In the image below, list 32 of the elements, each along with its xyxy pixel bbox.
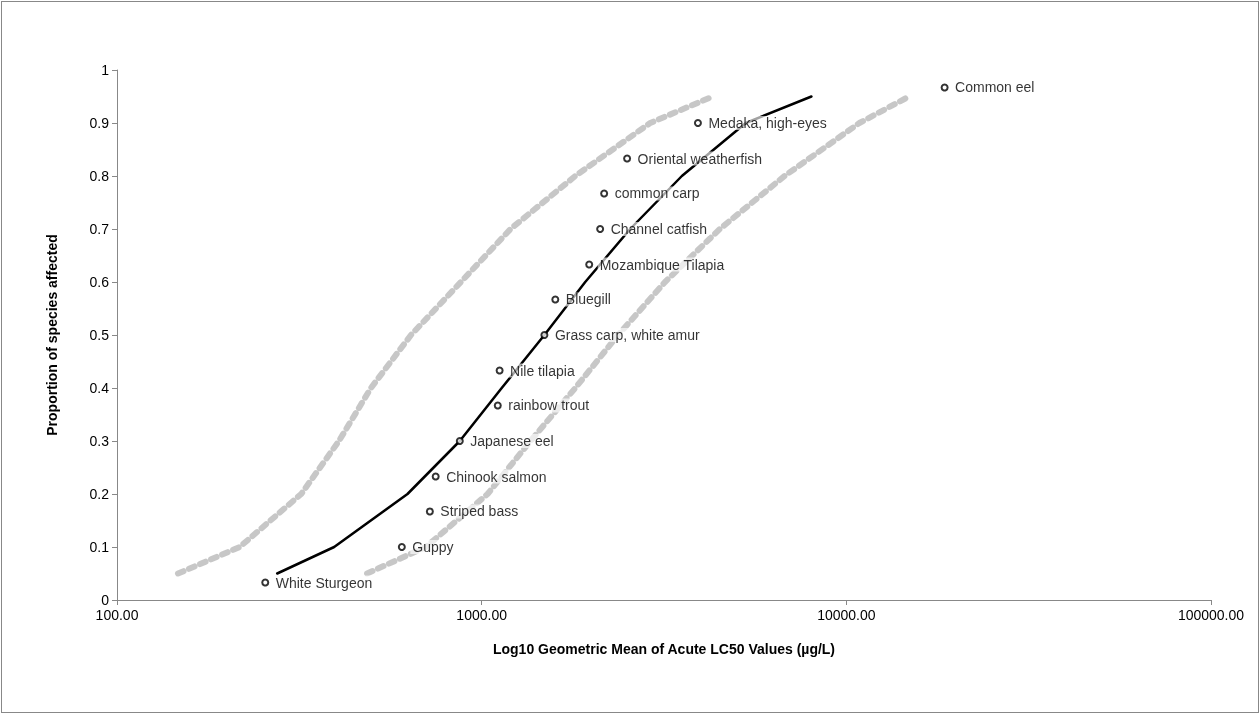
y-tick-label: 0.8 — [89, 168, 110, 184]
y-axis-title: Proportion of species affected — [44, 234, 60, 436]
annotation: White Sturgeon — [275, 574, 373, 591]
annotation: Nile tilapia — [510, 362, 575, 379]
annotation: rainbow trout — [508, 397, 590, 414]
annotation: Common eel — [955, 79, 1035, 96]
annotation: Chinook salmon — [446, 468, 547, 485]
x-tick-label: 10000.00 — [817, 607, 876, 623]
x-tick-label: 1000.00 — [456, 607, 508, 623]
annotation: Channel catfish — [610, 221, 708, 237]
annotation: Oriental weatherfish — [637, 150, 763, 167]
annotation: common carp — [614, 185, 700, 202]
annotation: Guppy — [412, 539, 454, 555]
x-axis-title: Log10 Geometric Mean of Acute LC50 Values (µg/L) — [492, 641, 836, 657]
y-tick-label: 0 — [101, 592, 110, 608]
annotation: Japanese eel — [470, 433, 554, 449]
annotation: Mozambique Tilapia — [599, 256, 725, 273]
y-tick-label: 0.6 — [89, 274, 110, 290]
y-tick-label: 0.9 — [89, 115, 110, 131]
y-tick-label: 0.3 — [89, 433, 110, 449]
x-tick-label: 100.00 — [95, 607, 139, 623]
annotation: Grass carp, white amur — [554, 327, 700, 343]
annotation: Striped bass — [440, 503, 519, 520]
y-tick-label: 0.1 — [89, 539, 110, 555]
annotation: Medaka, high-eyes — [708, 115, 827, 131]
y-tick-label: 0.4 — [89, 380, 110, 396]
annotation: Bluegill — [565, 291, 611, 308]
y-tick-label: 0.5 — [89, 327, 110, 343]
y-tick-label: 0.2 — [89, 486, 110, 502]
x-tick-label: 100000.00 — [1177, 607, 1245, 623]
y-tick-label: 1 — [101, 62, 110, 78]
y-tick-label: 0.7 — [89, 221, 110, 237]
